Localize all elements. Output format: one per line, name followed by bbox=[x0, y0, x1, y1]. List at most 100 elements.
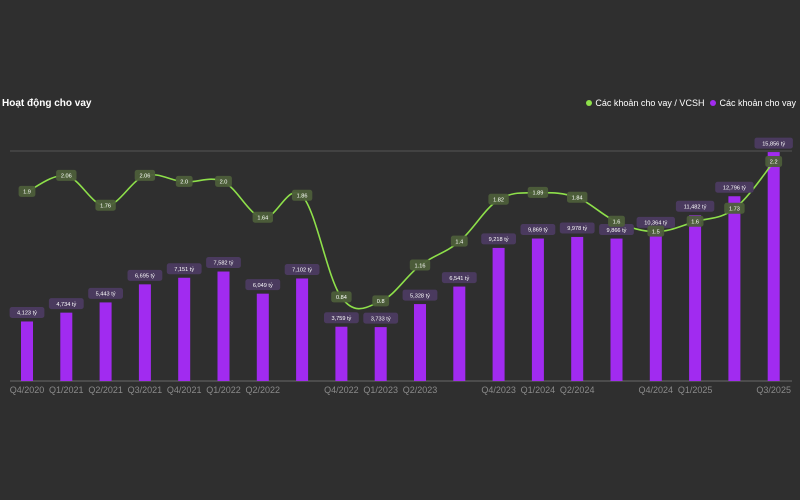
ratio-label-box bbox=[291, 189, 313, 201]
x-tick-label: Q2/2024 bbox=[560, 385, 595, 395]
ratio-data-label: 1.6 bbox=[613, 219, 621, 225]
bar-label-box bbox=[636, 216, 675, 228]
bar-label-box bbox=[520, 224, 556, 236]
bar-data-label: 9,869 tỷ bbox=[528, 227, 548, 234]
bar bbox=[728, 196, 741, 381]
ratio-label-box bbox=[134, 169, 156, 181]
bar-label-box bbox=[206, 257, 241, 269]
bar bbox=[296, 278, 309, 381]
x-tick-label: Q1/2021 bbox=[49, 385, 84, 395]
ratio-label-box bbox=[724, 202, 745, 214]
bar-data-label: 12,796 tỷ bbox=[723, 184, 746, 191]
bar-label-box bbox=[599, 224, 634, 236]
bar-label-box bbox=[9, 306, 45, 318]
x-tick-label: Q1/2024 bbox=[521, 385, 556, 395]
ratio-label-box bbox=[409, 259, 431, 271]
bar-label-box bbox=[363, 312, 399, 324]
x-tick-label: Q4/2023 bbox=[481, 385, 516, 395]
ratio-data-label: 0.84 bbox=[336, 295, 347, 301]
legend-ratio-label: Các khoản cho vay / VCSH bbox=[595, 98, 705, 108]
ratio-label-box bbox=[331, 291, 352, 303]
ratio-data-label: 1.86 bbox=[297, 194, 308, 200]
x-tick-label: Q1/2023 bbox=[363, 385, 398, 395]
bar-data-label: 3,759 tỷ bbox=[331, 315, 351, 322]
bar-data-label: 4,123 tỷ bbox=[17, 310, 37, 317]
ratio-data-label: 1.16 bbox=[415, 263, 426, 269]
x-tick-label: Q3/2025 bbox=[756, 385, 791, 395]
bar bbox=[374, 327, 387, 381]
bar-data-label: 9,218 tỷ bbox=[489, 236, 509, 243]
bar-label-box bbox=[481, 233, 516, 245]
ratio-data-label: 1.5 bbox=[652, 229, 660, 235]
bar-data-label: 5,328 tỷ bbox=[410, 292, 430, 299]
x-tick-label: Q1/2022 bbox=[206, 385, 241, 395]
ratio-label-box bbox=[765, 155, 783, 167]
bar bbox=[453, 286, 466, 381]
x-tick-label: Q4/2024 bbox=[639, 385, 674, 395]
bar bbox=[571, 236, 584, 381]
bar-data-label: 15,856 tỷ bbox=[762, 140, 785, 147]
ratio-label-box bbox=[56, 169, 77, 181]
ratio-label-box bbox=[175, 175, 193, 187]
ratio-data-label: 1.4 bbox=[455, 239, 463, 245]
chart-legend: Các khoản cho vay / VCSH Các khoản cho v… bbox=[586, 98, 796, 108]
ratio-data-label: 1.6 bbox=[691, 219, 699, 225]
legend-loans-marker bbox=[710, 100, 717, 106]
chart-title: Hoạt động cho vay bbox=[2, 98, 92, 109]
bar bbox=[217, 271, 230, 381]
ratio-data-label: 2.0 bbox=[220, 180, 228, 186]
ratio-label-box bbox=[215, 175, 232, 187]
ratio-data-label: 2.0 bbox=[180, 180, 188, 186]
x-tick-label: Q4/2022 bbox=[324, 385, 359, 395]
bar-data-label: 7,151 tỷ bbox=[174, 266, 194, 273]
ratio-data-label: 1.64 bbox=[257, 216, 268, 222]
bar-data-label: 5,443 tỷ bbox=[96, 291, 116, 298]
legend-item-ratio[interactable]: Các khoản cho vay / VCSH bbox=[586, 98, 704, 108]
bar-label-box bbox=[245, 279, 281, 291]
bar-data-label: 10,364 tỷ bbox=[644, 220, 667, 227]
bar-label-box bbox=[402, 289, 438, 301]
ratio-data-label: 2.06 bbox=[61, 174, 72, 180]
bar bbox=[138, 284, 151, 381]
ratio-data-label: 2.2 bbox=[770, 160, 778, 166]
bar bbox=[256, 293, 269, 381]
bar bbox=[60, 312, 73, 381]
bar-data-label: 9,978 tỷ bbox=[567, 225, 587, 232]
bar-label-box bbox=[127, 269, 163, 281]
bar bbox=[531, 238, 544, 381]
bar-label-box bbox=[559, 222, 595, 234]
ratio-label-box bbox=[527, 186, 549, 198]
ratio-label-box bbox=[647, 225, 665, 237]
ratio-data-label: 1.9 bbox=[23, 190, 31, 196]
bar bbox=[649, 231, 662, 381]
bar-label-box bbox=[284, 263, 320, 275]
x-tick-label: Q3/2021 bbox=[128, 385, 163, 395]
ratio-label-box bbox=[450, 235, 468, 247]
bar-label-box bbox=[324, 312, 359, 324]
bar-data-label: 6,541 tỷ bbox=[449, 275, 469, 282]
ratio-label-box bbox=[686, 215, 704, 227]
bar bbox=[21, 321, 33, 381]
bar-data-label: 7,102 tỷ bbox=[292, 267, 312, 274]
x-tick-label: Q2/2023 bbox=[403, 385, 438, 395]
bar-label-box bbox=[715, 181, 754, 193]
ratio-data-label: 1.76 bbox=[100, 204, 111, 210]
x-tick-label: Q2/2021 bbox=[88, 385, 123, 395]
legend-item-loans[interactable]: Các khoản cho vay bbox=[710, 98, 796, 108]
legend-ratio-marker bbox=[586, 100, 593, 106]
bar bbox=[99, 302, 112, 381]
bar bbox=[492, 247, 505, 381]
x-tick-label: Q1/2025 bbox=[678, 385, 713, 395]
x-tick-label: Q4/2020 bbox=[10, 385, 45, 395]
bar bbox=[767, 152, 780, 381]
ratio-label-box bbox=[95, 199, 116, 211]
bar-label-box bbox=[675, 200, 715, 212]
ratio-label-box bbox=[372, 295, 390, 307]
ratio-data-label: 1.73 bbox=[729, 207, 740, 213]
bar bbox=[689, 215, 702, 381]
bar-data-label: 9,866 tỷ bbox=[607, 227, 627, 234]
x-tick-label: Q2/2022 bbox=[246, 385, 281, 395]
ratio-label-box bbox=[488, 193, 509, 205]
bar bbox=[610, 238, 623, 381]
